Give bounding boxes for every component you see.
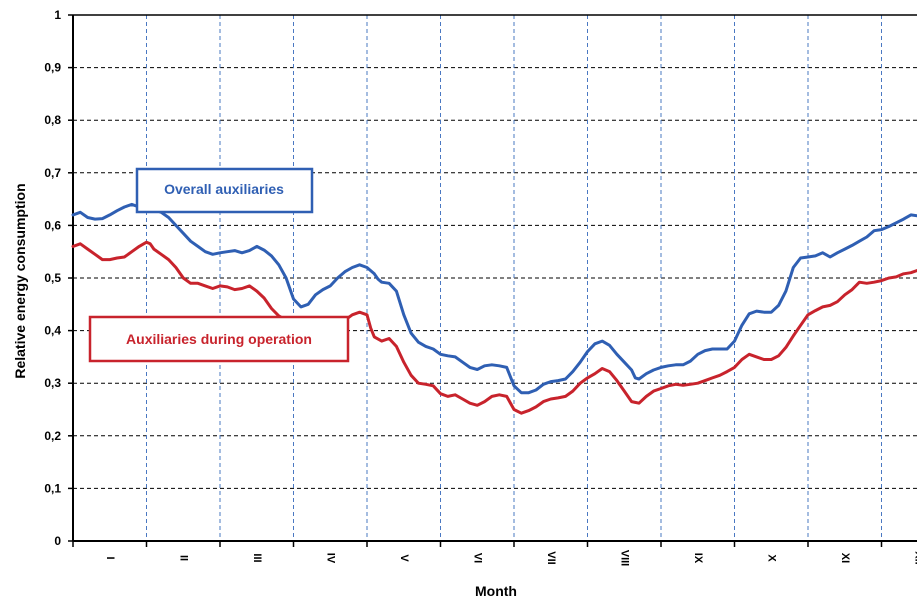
x-axis-title: Month xyxy=(475,583,517,599)
y-tick-label: 0,6 xyxy=(44,218,61,232)
y-tick-label: 0,1 xyxy=(44,481,61,495)
annotation-label: Overall auxiliaries xyxy=(164,181,284,197)
x-tick-label: IV xyxy=(324,553,336,564)
y-axis-title: Relative energy consumption xyxy=(12,183,28,378)
x-tick-label: V xyxy=(398,554,410,562)
annotation-overall-auxiliaries: Overall auxiliaries xyxy=(135,167,314,214)
y-tick-label: 0,3 xyxy=(44,376,61,390)
y-tick-label: 0,8 xyxy=(44,113,61,127)
series-line-auxiliaries-during-operation xyxy=(71,240,917,415)
x-tick-label: XII xyxy=(912,551,917,564)
y-tick-label: 0,9 xyxy=(44,61,61,75)
y-tick-label: 0,7 xyxy=(44,166,61,180)
x-tick-label: XI xyxy=(839,553,851,563)
series-lines xyxy=(71,202,917,415)
axis-labels: 00,10,20,30,40,50,60,70,80,91I II III IV V VI… xyxy=(44,8,917,566)
annotation-auxiliaries-during-operation: Auxiliaries during operation xyxy=(88,315,350,363)
y-tick-label: 0 xyxy=(54,534,61,548)
annotation-box xyxy=(88,315,350,363)
x-tick-label: VII xyxy=(545,551,557,564)
x-tick-label: III xyxy=(251,553,263,562)
grid xyxy=(73,14,917,541)
x-tick-label: II xyxy=(177,555,189,561)
y-tick-label: 0,2 xyxy=(44,429,61,443)
x-tick-label: VI xyxy=(471,553,483,563)
x-tick-label: X xyxy=(765,554,777,562)
series-line-overall-auxiliaries xyxy=(71,202,917,395)
y-tick-label: 0,4 xyxy=(44,324,61,338)
x-tick-label: I xyxy=(104,556,116,559)
x-tick-label: IX xyxy=(692,553,704,564)
annotation-label: Auxiliaries during operation xyxy=(126,331,312,347)
annotation-box xyxy=(135,167,314,214)
x-tick-label: VIII xyxy=(618,550,630,567)
y-tick-label: 0,5 xyxy=(44,271,61,285)
y-tick-label: 1 xyxy=(54,8,61,22)
axes xyxy=(68,14,917,547)
